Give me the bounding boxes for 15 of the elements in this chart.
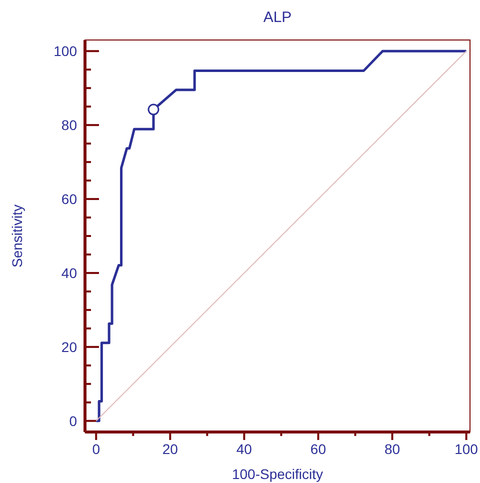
- x-tick-label: 0: [92, 441, 100, 457]
- y-tick-label: 40: [61, 264, 78, 281]
- chart-title: ALP: [263, 9, 292, 26]
- y-tick-label: 60: [61, 191, 78, 208]
- y-tick-label: 80: [61, 117, 78, 134]
- x-tick-label: 60: [310, 441, 326, 457]
- x-tick-label: 40: [236, 441, 252, 457]
- y-tick-label: 100: [54, 43, 78, 60]
- y-tick-label: 0: [69, 412, 78, 429]
- x-tick-label: 20: [162, 441, 178, 457]
- x-tick-label: 80: [384, 441, 400, 457]
- y-tick-label: 20: [61, 338, 78, 355]
- x-axis-title: 100-Specificity: [232, 466, 324, 482]
- y-axis-title: Sensitivity: [9, 204, 25, 268]
- x-tick-label: 100: [454, 441, 478, 457]
